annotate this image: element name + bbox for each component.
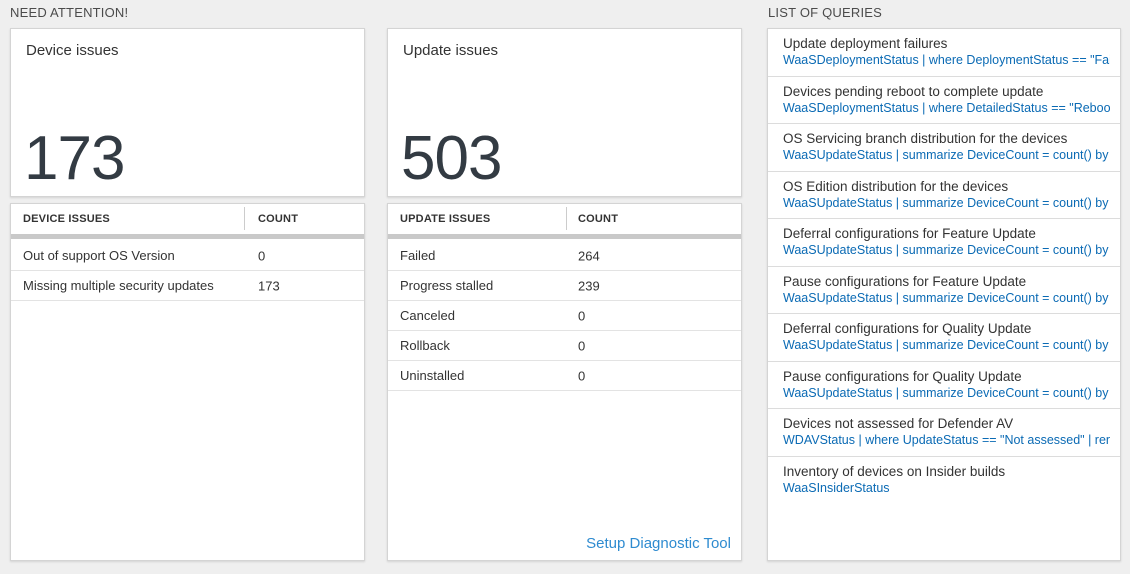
table-row-progress-stalled[interactable]: Progress stalled 239 xyxy=(388,271,741,301)
query-title: Devices not assessed for Defender AV xyxy=(783,416,1014,431)
device-issues-count-number: 173 xyxy=(24,124,125,193)
column-header-count: COUNT xyxy=(578,212,619,225)
column-header-device-issues: DEVICE ISSUES xyxy=(23,212,110,225)
query-title: Deferral configurations for Quality Upda… xyxy=(783,321,1032,336)
update-issues-tile[interactable]: Update issues 503 xyxy=(387,28,742,197)
row-count: 0 xyxy=(578,338,586,353)
row-label: Rollback xyxy=(400,338,450,353)
query-item-os-edition-distribution[interactable]: OS Edition distribution for the devices … xyxy=(768,172,1120,219)
column-header-count: COUNT xyxy=(258,212,299,225)
query-text: WDAVStatus | where UpdateStatus == "Not … xyxy=(783,433,1110,447)
row-count: 0 xyxy=(578,368,586,383)
column-header-update-issues: UPDATE ISSUES xyxy=(400,212,491,225)
query-text: WaaSUpdateStatus | summarize DeviceCount… xyxy=(783,195,1110,210)
column-divider xyxy=(566,207,567,230)
table-row-missing-security-updates[interactable]: Missing multiple security updates 173 xyxy=(11,271,364,301)
query-item-defender-av-not-assessed[interactable]: Devices not assessed for Defender AV WDA… xyxy=(768,409,1120,457)
row-label: Progress stalled xyxy=(400,278,494,293)
row-label: Canceled xyxy=(400,308,455,323)
row-label: Uninstalled xyxy=(400,368,465,383)
device-issues-title: Device issues xyxy=(26,42,119,59)
query-text: WaaSDeploymentStatus | where DeploymentS… xyxy=(783,53,1110,67)
update-issues-grid: UPDATE ISSUES COUNT Failed 264 Progress … xyxy=(387,203,742,561)
table-row-canceled[interactable]: Canceled 0 xyxy=(388,301,741,331)
row-label: Failed xyxy=(400,248,436,263)
query-text: WaaSUpdateStatus | summarize DeviceCount… xyxy=(783,290,1110,305)
query-text: WaaSUpdateStatus | summarize DeviceCount… xyxy=(783,243,1110,257)
grid-scrollbar xyxy=(11,234,364,239)
query-item-pause-feature-update[interactable]: Pause configurations for Feature Update … xyxy=(768,267,1120,314)
setup-diagnostic-tool-link[interactable]: Setup Diagnostic Tool xyxy=(586,535,731,552)
column-divider xyxy=(244,207,245,230)
table-row-failed[interactable]: Failed 264 xyxy=(388,241,741,271)
table-row-rollback[interactable]: Rollback 0 xyxy=(388,331,741,361)
update-issues-title: Update issues xyxy=(403,42,499,59)
query-title: Update deployment failures xyxy=(783,36,948,51)
row-count: 264 xyxy=(578,248,600,263)
query-title: Devices pending reboot to complete updat… xyxy=(783,83,1044,99)
section-label-list-of-queries: LIST OF QUERIES xyxy=(768,5,883,20)
row-label: Missing multiple security updates xyxy=(23,278,214,293)
query-text: WaaSUpdateStatus | summarize DeviceCount… xyxy=(783,148,1110,162)
query-item-update-deployment-failures[interactable]: Update deployment failures WaaSDeploymen… xyxy=(768,29,1120,77)
query-title: Deferral configurations for Feature Upda… xyxy=(783,226,1036,241)
query-text: WaaSUpdateStatus | summarize DeviceCount… xyxy=(783,338,1110,352)
query-item-insider-builds-inventory[interactable]: Inventory of devices on Insider builds W… xyxy=(768,457,1120,505)
query-item-deferral-feature-update[interactable]: Deferral configurations for Feature Upda… xyxy=(768,219,1120,267)
row-count: 0 xyxy=(578,308,586,323)
query-item-os-servicing-branch[interactable]: OS Servicing branch distribution for the… xyxy=(768,124,1120,172)
section-label-need-attention: NEED ATTENTION! xyxy=(10,5,129,20)
query-item-pause-quality-update[interactable]: Pause configurations for Quality Update … xyxy=(768,362,1120,409)
query-text: WaaSDeploymentStatus | where DetailedSta… xyxy=(783,100,1110,115)
query-title: Pause configurations for Quality Update xyxy=(783,368,1022,384)
query-item-devices-pending-reboot[interactable]: Devices pending reboot to complete updat… xyxy=(768,77,1120,124)
update-issues-grid-header: UPDATE ISSUES COUNT xyxy=(388,204,741,233)
table-row-uninstalled[interactable]: Uninstalled 0 xyxy=(388,361,741,391)
query-title: OS Edition distribution for the devices xyxy=(783,178,1009,194)
queries-panel: Update deployment failures WaaSDeploymen… xyxy=(767,28,1121,561)
row-count: 173 xyxy=(258,278,280,293)
update-issues-count-number: 503 xyxy=(401,124,502,193)
grid-scrollbar xyxy=(388,234,741,239)
query-title: Inventory of devices on Insider builds xyxy=(783,463,1006,479)
query-title: Pause configurations for Feature Update xyxy=(783,273,1027,289)
device-issues-grid-header: DEVICE ISSUES COUNT xyxy=(11,204,364,233)
row-count: 239 xyxy=(578,278,600,293)
device-issues-grid: DEVICE ISSUES COUNT Out of support OS Ve… xyxy=(10,203,365,561)
query-text: WaaSUpdateStatus | summarize DeviceCount… xyxy=(783,385,1110,400)
device-issues-tile[interactable]: Device issues 173 xyxy=(10,28,365,197)
query-title: OS Servicing branch distribution for the… xyxy=(783,131,1068,146)
row-label: Out of support OS Version xyxy=(23,248,175,263)
query-item-deferral-quality-update[interactable]: Deferral configurations for Quality Upda… xyxy=(768,314,1120,362)
row-count: 0 xyxy=(258,248,266,263)
table-row-out-of-support-os[interactable]: Out of support OS Version 0 xyxy=(11,241,364,271)
query-text: WaaSInsiderStatus xyxy=(783,480,890,495)
